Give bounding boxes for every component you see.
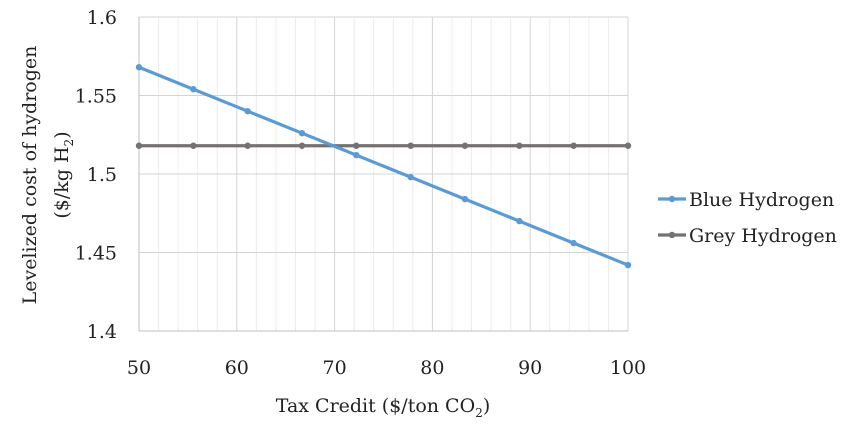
x-tick-labels: 50 60 70 80 90 100 [127, 357, 646, 379]
grey-hydrogen-point [624, 142, 632, 149]
y-tick-label: 1.4 [87, 321, 117, 343]
legend-label-blue-hydrogen: Blue Hydrogen [689, 189, 834, 211]
grey-hydrogen-point [570, 142, 577, 149]
grey-hydrogen-point [353, 142, 360, 149]
y-axis-title: Levelized cost of hydrogen ($/kg H2) [19, 46, 76, 305]
blue-hydrogen-point [190, 86, 197, 93]
grey-hydrogen-point [244, 142, 251, 149]
y-axis-title-line-1: Levelized cost of hydrogen [19, 46, 41, 305]
x-tick-label: 80 [420, 357, 444, 379]
x-tick-label: 60 [225, 357, 249, 379]
grey-hydrogen-point [298, 142, 306, 149]
grey-hydrogen-point [516, 142, 523, 149]
legend-marker-grey-hydrogen [668, 231, 676, 239]
x-axis-title: Tax Credit ($/ton CO2) [276, 395, 491, 420]
y-tick-label: 1.45 [75, 243, 117, 265]
grid [138, 16, 629, 332]
series-layer [135, 64, 632, 269]
y-tick-labels: 1.4 1.45 1.5 1.55 1.6 [75, 7, 117, 343]
x-tick-label: 50 [127, 357, 151, 379]
legend-marker-blue-hydrogen [668, 195, 676, 203]
blue-hydrogen-point [516, 217, 523, 225]
blue-hydrogen-point [407, 173, 414, 181]
x-tick-label: 100 [610, 357, 646, 379]
y-tick-label: 1.6 [87, 7, 117, 29]
x-tick-label: 70 [323, 357, 347, 379]
blue-hydrogen-point [570, 239, 577, 247]
grey-hydrogen-point [407, 142, 414, 149]
grey-hydrogen-point [135, 142, 143, 149]
legend: Blue Hydrogen Grey Hydrogen [658, 189, 837, 247]
y-axis-title-line-2: ($/kg H2) [51, 131, 76, 218]
blue-hydrogen-point [461, 195, 469, 203]
blue-hydrogen-point [244, 108, 251, 115]
blue-hydrogen-point [353, 151, 360, 159]
blue-hydrogen-line [138, 65, 629, 267]
blue-hydrogen-point [624, 261, 632, 269]
grey-hydrogen-point [190, 142, 197, 149]
blue-hydrogen-point [135, 64, 143, 71]
legend-label-grey-hydrogen: Grey Hydrogen [689, 225, 837, 247]
y-tick-label: 1.55 [75, 86, 117, 108]
x-tick-label: 90 [518, 357, 542, 379]
y-tick-label: 1.5 [87, 164, 117, 186]
blue-hydrogen-point [298, 129, 306, 137]
grey-hydrogen-point [461, 142, 469, 149]
